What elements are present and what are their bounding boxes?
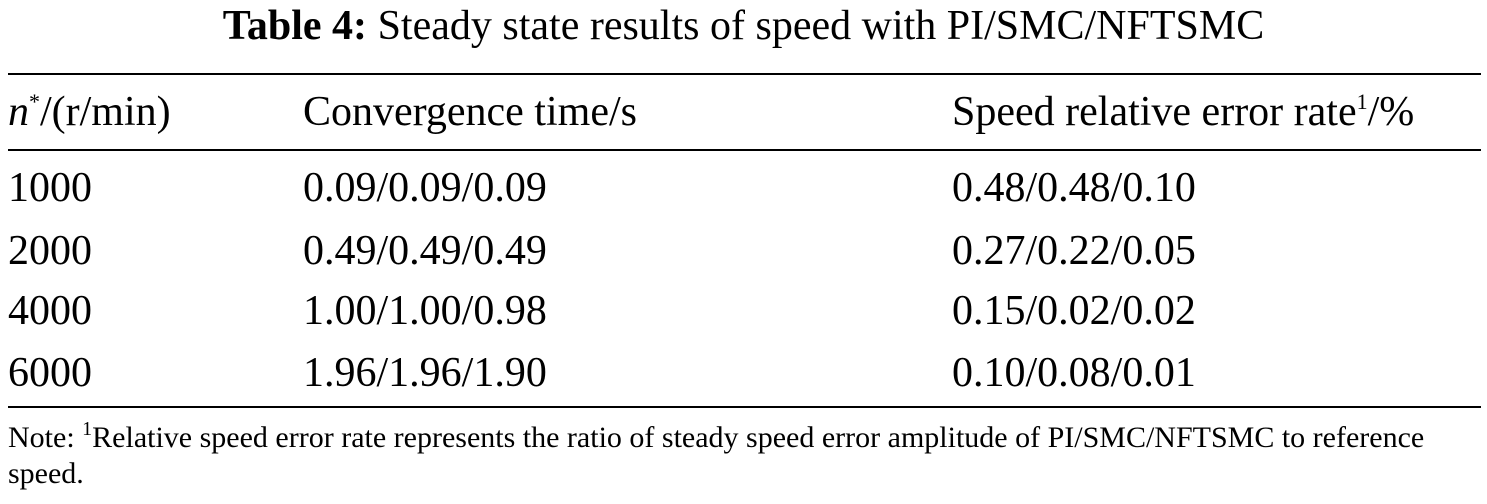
cell-convergence-time: 1.96/1.96/1.90 — [303, 350, 547, 396]
cell-convergence-time: 0.49/0.49/0.49 — [303, 228, 547, 274]
cell-speed: 4000 — [8, 288, 92, 334]
cell-convergence-time: 1.00/1.00/0.98 — [303, 288, 547, 334]
table-caption: Table 4: Steady state results of speed w… — [0, 2, 1487, 50]
table-row: 1000 0.09/0.09/0.09 0.48/0.48/0.10 — [0, 165, 1487, 211]
cell-error-rate: 0.48/0.48/0.10 — [952, 165, 1196, 211]
header-speed: n*/(r/min) — [8, 89, 171, 135]
table-top-rule — [8, 73, 1481, 75]
header-speed-var: n — [8, 89, 29, 135]
header-error-rate-unit: /% — [1367, 89, 1415, 135]
header-speed-sup: * — [29, 89, 40, 114]
table-header-rule — [8, 149, 1481, 151]
note-text: Relative speed error rate represents the… — [8, 421, 1425, 490]
table-row: 4000 1.00/1.00/0.98 0.15/0.02/0.02 — [0, 288, 1487, 334]
table-caption-label: Table 4: — [222, 3, 368, 49]
cell-speed: 1000 — [8, 165, 92, 211]
note-footnote-marker: 1 — [82, 418, 93, 440]
cell-error-rate: 0.10/0.08/0.01 — [952, 350, 1196, 396]
header-error-rate-sup: 1 — [1356, 89, 1368, 114]
header-error-rate-text: Speed relative error rate — [952, 89, 1357, 135]
table-note: Note: 1Relative speed error rate represe… — [8, 418, 1483, 492]
table-caption-text: Steady state results of speed with PI/SM… — [377, 3, 1265, 49]
cell-error-rate: 0.15/0.02/0.02 — [952, 288, 1196, 334]
table-row: 6000 1.96/1.96/1.90 0.10/0.08/0.01 — [0, 350, 1487, 396]
note-prefix: Note: — [8, 421, 75, 454]
header-error-rate: Speed relative error rate1/% — [952, 89, 1414, 135]
header-speed-unit: /(r/min) — [40, 89, 171, 135]
table-row: 2000 0.49/0.49/0.49 0.27/0.22/0.05 — [0, 228, 1487, 274]
cell-error-rate: 0.27/0.22/0.05 — [952, 228, 1196, 274]
cell-convergence-time: 0.09/0.09/0.09 — [303, 165, 547, 211]
table-header-row: n*/(r/min) Convergence time/s Speed rela… — [0, 89, 1487, 135]
table-bottom-rule — [8, 406, 1481, 408]
cell-speed: 6000 — [8, 350, 92, 396]
header-convergence-time: Convergence time/s — [303, 89, 637, 135]
cell-speed: 2000 — [8, 228, 92, 274]
